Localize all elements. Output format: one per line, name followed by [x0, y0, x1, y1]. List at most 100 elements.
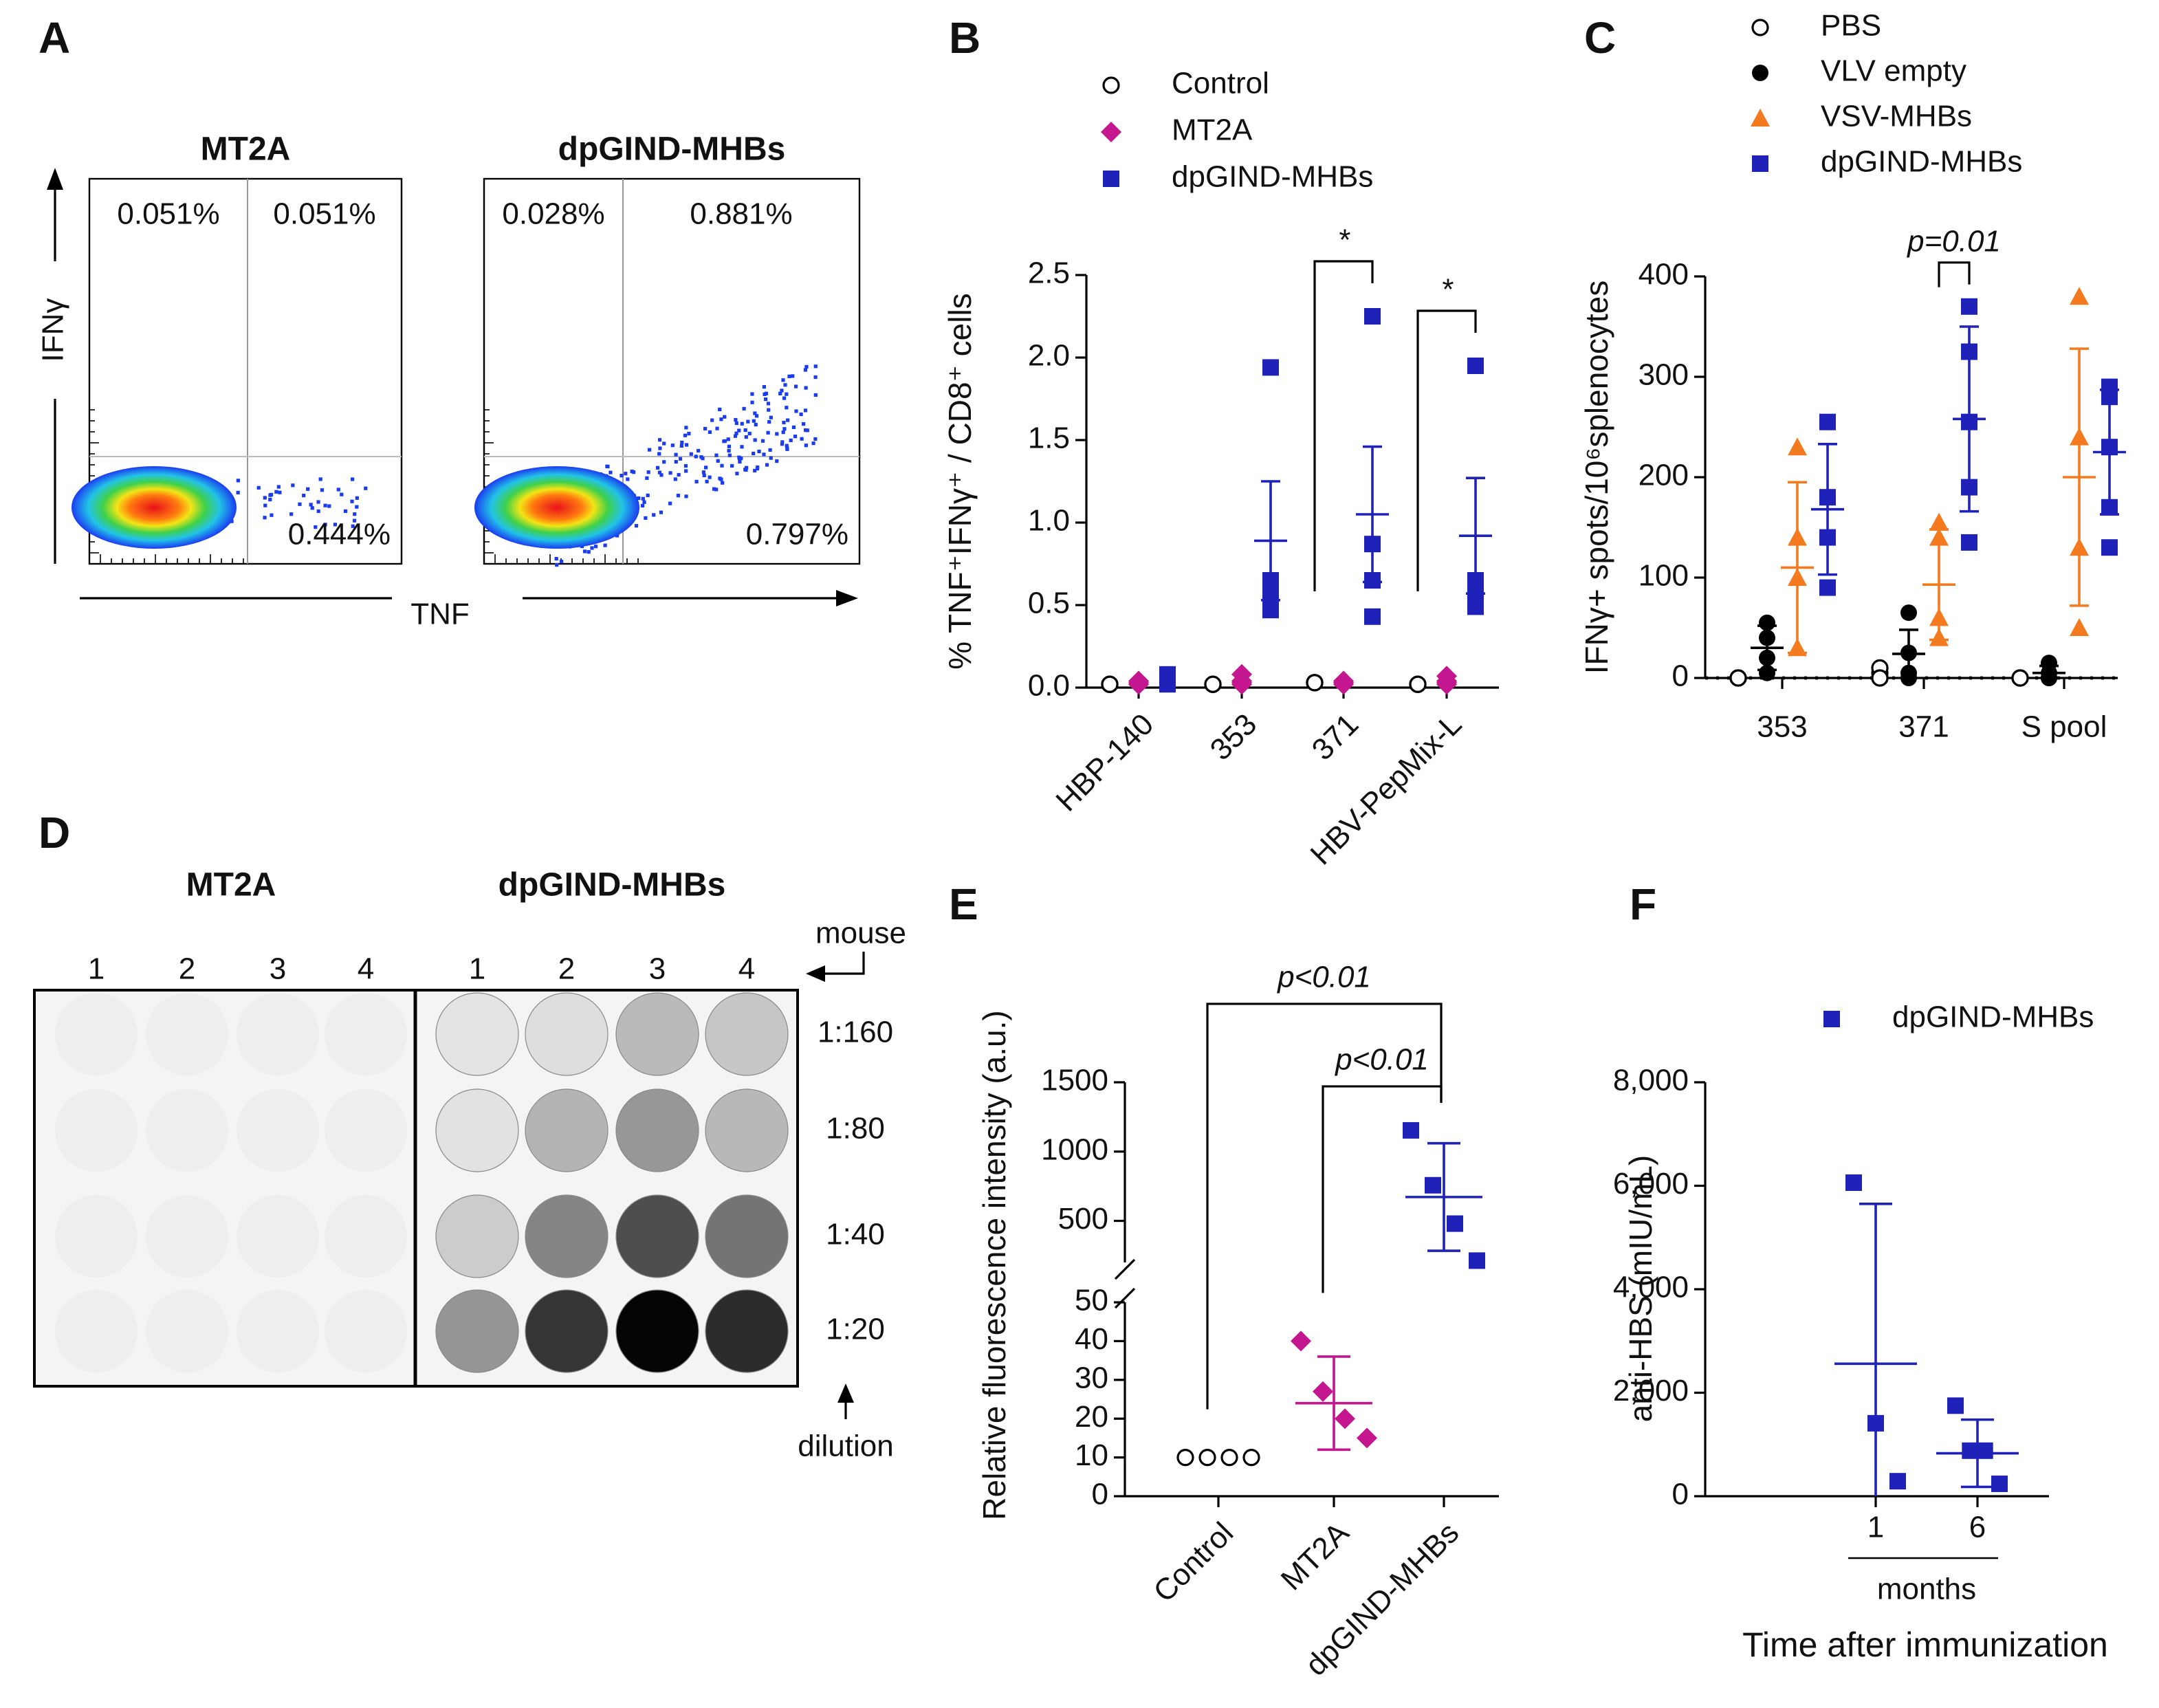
mouse-number: 2 — [558, 952, 575, 986]
event-dot — [793, 435, 798, 439]
panel-label: E — [949, 879, 978, 929]
event-dot — [727, 444, 731, 448]
event-dot — [747, 431, 752, 436]
event-dot — [333, 523, 338, 527]
event-dot — [712, 487, 716, 491]
event-dot — [737, 457, 742, 461]
event-dot — [657, 438, 662, 442]
significance-label: * — [1440, 273, 1454, 307]
event-dot — [768, 448, 772, 452]
event-dot — [791, 425, 796, 430]
arrow-head — [836, 590, 858, 606]
data-point — [2070, 287, 2089, 305]
panel-label: C — [1584, 13, 1616, 63]
event-dot — [236, 490, 240, 495]
event-dot — [727, 453, 732, 457]
data-point — [1262, 602, 1279, 619]
event-dot — [624, 472, 628, 476]
event-dot — [684, 443, 689, 447]
legend-label: MT2A — [1172, 113, 1253, 147]
y-tick-label: 1.0 — [1028, 504, 1070, 538]
data-point — [2011, 669, 2029, 687]
event-dot — [737, 428, 741, 433]
event-dot — [659, 510, 664, 514]
event-dot — [316, 500, 320, 504]
y-tick-label: 200 — [1639, 459, 1689, 492]
legend-label: VSV-MHBs — [1821, 100, 1972, 133]
data-point — [1364, 608, 1381, 625]
event-dot — [677, 472, 681, 477]
data-point — [1976, 1442, 1993, 1459]
y-tick-label: 2,000 — [1613, 1374, 1689, 1408]
event-dot — [298, 502, 302, 506]
event-dot — [775, 432, 779, 436]
data-point — [1220, 1449, 1238, 1467]
event-dot — [323, 503, 327, 507]
event-dot — [718, 407, 722, 412]
event-dot — [256, 485, 261, 490]
plot-frame — [88, 177, 403, 565]
y-tick-label: 40 — [1075, 1322, 1108, 1356]
event-dot — [678, 457, 683, 461]
dilution-label: 1:20 — [826, 1313, 885, 1346]
quadrant-percent: 0.051% — [117, 197, 219, 231]
data-point — [1900, 604, 1917, 622]
event-dot — [744, 468, 748, 472]
event-dot — [785, 406, 789, 410]
event-dot — [723, 415, 727, 419]
event-dot — [714, 488, 719, 492]
event-dot — [754, 414, 759, 418]
event-dot — [720, 463, 724, 468]
blot-spot — [325, 1290, 407, 1372]
data-point — [1291, 1331, 1311, 1352]
event-dot — [746, 419, 750, 424]
axis-label: TNF — [410, 598, 470, 631]
event-dot — [734, 431, 738, 435]
legend-marker — [1102, 76, 1120, 94]
legend-marker — [1752, 155, 1768, 172]
panel-label: D — [39, 808, 70, 857]
event-dot — [351, 524, 355, 528]
legend-marker — [1101, 122, 1121, 142]
event-dot — [753, 411, 757, 415]
blot-spot — [525, 992, 609, 1076]
event-dot — [263, 496, 267, 500]
event-dot — [702, 473, 706, 478]
blot-spot — [435, 992, 519, 1076]
plot-frame — [483, 177, 861, 565]
y-tick-label: 0.5 — [1028, 587, 1070, 620]
y-tick-label: 0 — [1092, 1478, 1108, 1511]
y-axis-label: % TNF⁺IFNγ⁺ / CD8⁺ cells — [942, 293, 978, 669]
legend-marker — [1751, 19, 1769, 36]
event-dot — [799, 412, 803, 417]
significance-bracket — [1322, 1085, 1443, 1293]
blot-spot — [615, 1194, 699, 1278]
data-point — [1306, 674, 1324, 692]
mouse-number: 3 — [649, 952, 666, 986]
event-dot — [555, 562, 559, 567]
event-dot — [740, 445, 744, 449]
event-dot — [744, 435, 748, 439]
event-dot — [755, 467, 760, 471]
event-dot — [778, 391, 782, 395]
event-dot — [314, 525, 318, 529]
y-tick-label: 2.0 — [1028, 339, 1070, 373]
data-point — [1729, 669, 1747, 687]
blot-spot — [325, 1195, 407, 1278]
event-dot — [641, 496, 645, 501]
event-dot — [762, 452, 766, 457]
dilution-label: 1:160 — [818, 1016, 893, 1049]
event-dot — [710, 418, 714, 422]
legend-label: dpGIND-MHBs — [1892, 1000, 2094, 1034]
event-dot — [662, 441, 666, 446]
event-dot — [733, 434, 738, 438]
event-dot — [647, 448, 652, 452]
event-dot — [767, 419, 771, 424]
event-dot — [352, 518, 357, 523]
y-tick-label: 30 — [1075, 1361, 1108, 1394]
event-dot — [646, 470, 650, 474]
arrow-head — [806, 965, 825, 982]
event-dot — [670, 444, 675, 448]
event-dot — [310, 506, 314, 510]
event-dot — [769, 415, 773, 419]
